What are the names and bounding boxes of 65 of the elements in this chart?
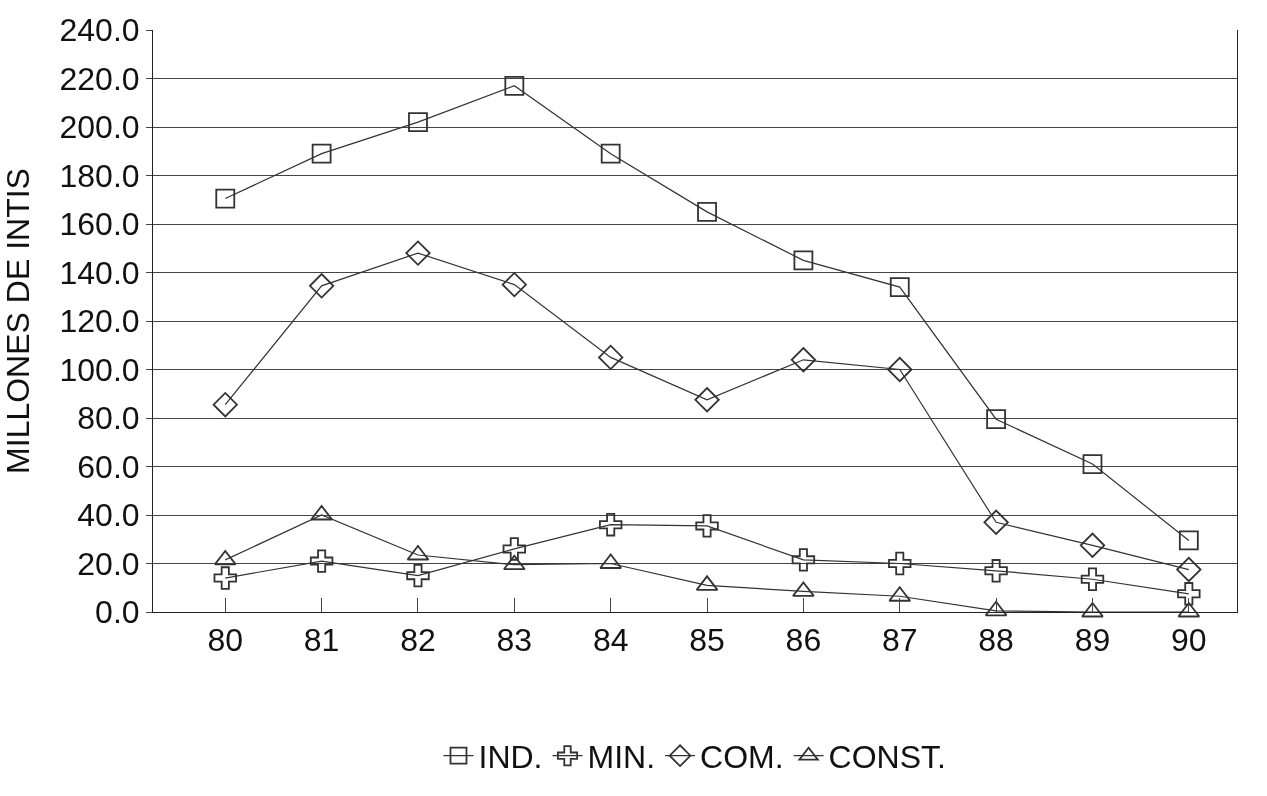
point (598, 344, 624, 370)
point (213, 566, 237, 590)
point (600, 143, 621, 164)
y-tick-label: 40.0 (77, 497, 140, 534)
y-tick-label: 180.0 (59, 157, 140, 194)
x-tick-label: 90 (1171, 622, 1207, 659)
point (405, 240, 431, 266)
point (984, 559, 1008, 583)
y-tick-label: 160.0 (59, 206, 140, 243)
point (408, 112, 428, 133)
y-tick-label: 200.0 (59, 109, 140, 146)
point (986, 409, 1007, 430)
point (215, 188, 236, 209)
point (309, 549, 334, 573)
x-tick-label: 88 (978, 622, 1014, 659)
x-tick-label: 85 (689, 622, 725, 659)
x-tick-label: 81 (303, 622, 340, 659)
point (212, 392, 238, 418)
y-tick-label: 140.0 (59, 254, 140, 291)
y-tick-label: 60.0 (77, 448, 140, 485)
point (697, 201, 717, 222)
legend-label: COM. (700, 739, 784, 776)
point (1178, 530, 1199, 551)
legend-label: MIN. (587, 739, 656, 776)
point (983, 509, 1009, 535)
point (311, 143, 332, 164)
x-tick-label: 89 (1074, 622, 1111, 659)
point (793, 250, 814, 271)
point (1080, 567, 1105, 591)
point (501, 272, 527, 298)
y-tick-label: 240.0 (59, 12, 140, 49)
y-tick-label: 120.0 (59, 303, 140, 340)
legend-label: IND. (478, 739, 543, 776)
y-axis-title: MILLONES DE INTIS (0, 168, 36, 474)
x-tick-label: 87 (881, 622, 918, 659)
point (888, 551, 912, 576)
point (598, 513, 623, 537)
point (889, 277, 910, 297)
point (887, 356, 913, 383)
x-tick-label: 84 (592, 622, 629, 659)
point (1079, 532, 1106, 558)
x-tick-label: 82 (400, 622, 436, 659)
y-tick-label: 80.0 (77, 400, 140, 437)
x-tick-label: 83 (496, 622, 533, 659)
point (502, 537, 527, 561)
y-tick-label: 20.0 (77, 545, 140, 582)
x-tick-label: 80 (207, 622, 244, 659)
y-tick-label: 0.0 (95, 594, 140, 631)
point (406, 563, 430, 588)
y-tick-label: 100.0 (59, 351, 140, 388)
point (694, 387, 720, 413)
x-tick-label: 86 (785, 622, 822, 659)
point (1176, 556, 1202, 583)
point (1177, 582, 1201, 606)
point (790, 347, 816, 373)
point (984, 600, 1008, 617)
point (504, 75, 525, 96)
point (213, 549, 237, 566)
point (1082, 454, 1103, 474)
point (309, 273, 335, 299)
point (503, 554, 526, 571)
point (695, 514, 719, 538)
point (791, 548, 816, 572)
legend-label: CONST. (828, 739, 946, 776)
y-tick-label: 220.0 (59, 60, 140, 97)
